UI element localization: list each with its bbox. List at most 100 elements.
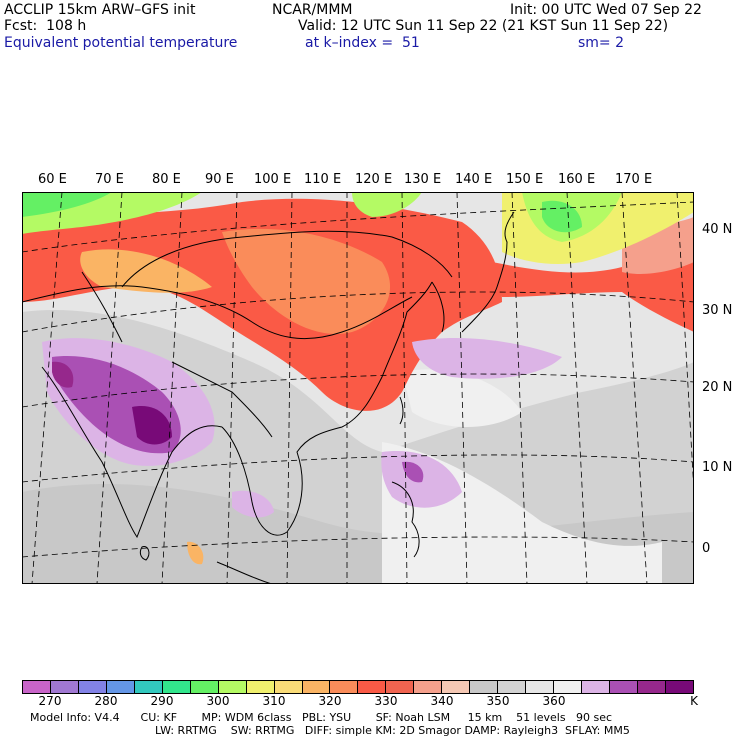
field-cool-band [352, 192, 422, 217]
meridian [31, 192, 63, 584]
meridian [621, 192, 648, 584]
japan-coast [461, 211, 515, 333]
meridian [226, 192, 238, 584]
colorbar-swatch [665, 681, 693, 693]
graticule [22, 192, 694, 584]
field-purple-region [52, 361, 74, 388]
land-borders [22, 285, 413, 340]
meridian [286, 192, 293, 584]
lon-label: 60 E [38, 172, 67, 187]
lon-label: 100 E [254, 172, 292, 187]
sri-lanka-coast [139, 545, 150, 561]
model-info: Model Info: V4.4 CU: KF MP: WDM 6class P… [30, 711, 613, 724]
colorbar-swatch [162, 681, 191, 693]
indochina-coast [221, 426, 343, 536]
land-borders [171, 361, 273, 438]
colorbar-tick-label: 360 [542, 694, 566, 708]
meridian [96, 192, 123, 584]
colorbar-swatch [106, 681, 135, 693]
colorbar-tick-label: 330 [374, 694, 398, 708]
meridian [456, 192, 468, 584]
colorbar-unit: K [690, 694, 698, 708]
colorbar-tick-label: 280 [94, 694, 118, 708]
parallel-0 [22, 536, 694, 558]
lat-label: 0 [702, 541, 711, 556]
colorbar-swatch [190, 681, 219, 693]
lon-label: 170 E [615, 172, 653, 187]
lon-label: 140 E [455, 172, 493, 187]
field-name: Equivalent potential temperature [4, 35, 238, 51]
colorbar-tick-label: 340 [430, 694, 454, 708]
colorbar [22, 680, 694, 694]
colorbar-swatch [302, 681, 331, 693]
colorbar-tick-label: 290 [150, 694, 174, 708]
colorbar-tick-label: 320 [318, 694, 342, 708]
init-time: Init: 00 UTC Wed 07 Sep 22 [510, 2, 702, 18]
coastlines [22, 211, 515, 584]
colorbar-swatch [554, 681, 583, 693]
field-warm-band [80, 249, 213, 293]
colorbar-swatch [274, 681, 303, 693]
parallel-10n [22, 454, 694, 483]
india-coast [41, 366, 223, 539]
meridian [401, 192, 408, 584]
model-title: ACCLIP 15km ARW–GFS init [4, 2, 196, 18]
colorbar-swatch [386, 681, 415, 693]
lat-label: 40 N [702, 222, 733, 237]
colorbar-swatch [610, 681, 638, 693]
colorbar-swatch [414, 681, 443, 693]
colorbar-swatch [498, 681, 527, 693]
sumatra-coast [216, 561, 273, 584]
smoothing: sm= 2 [578, 35, 625, 51]
korea-coast [431, 281, 445, 333]
lon-label: 120 E [355, 172, 393, 187]
field-light-patch [402, 369, 522, 427]
colorbar-tick-label: 310 [262, 694, 286, 708]
colorbar-swatch [526, 681, 555, 693]
level-index: at k–index = 51 [305, 35, 420, 51]
valid-time: Valid: 12 UTC Sun 11 Sep 22 (21 KST Sun … [298, 18, 669, 34]
colorbar-swatch [330, 681, 359, 693]
meridian [511, 192, 528, 584]
meridian [566, 192, 588, 584]
philippines-coast [391, 481, 420, 558]
lon-label: 110 E [304, 172, 342, 187]
colorbar-swatch [442, 681, 471, 693]
colorbar-swatch [23, 681, 51, 693]
lat-label: 10 N [702, 460, 733, 475]
organization: NCAR/MMM [272, 2, 353, 18]
colorbar-swatch [637, 681, 666, 693]
colorbar-swatch [218, 681, 247, 693]
colorbar-tick-label: 270 [38, 694, 62, 708]
lon-label: 70 E [95, 172, 124, 187]
field-purple-region [402, 461, 424, 483]
colorbar-swatch [246, 681, 275, 693]
field-warm-patch [187, 541, 204, 565]
colorbar-swatch [134, 681, 163, 693]
colorbar-tick-label: 350 [486, 694, 510, 708]
parallel-40n [22, 201, 694, 253]
taiwan-coast [399, 396, 404, 425]
field-purple-region [132, 406, 172, 445]
colorbar-swatch [50, 681, 79, 693]
field-cool-band [22, 192, 112, 217]
colorbar-tick-label: 300 [206, 694, 230, 708]
colorbar-swatch [78, 681, 107, 693]
field-purple-region [232, 490, 274, 518]
colorbar-swatch [358, 681, 387, 693]
field-warm-band [22, 198, 502, 411]
forecast-hour: Fcst: 108 h [4, 18, 87, 34]
land-borders [81, 271, 123, 343]
theta-e-map [22, 192, 694, 584]
colorbar-swatch [470, 681, 499, 693]
parallel-20n [22, 373, 694, 408]
lon-label: 130 E [404, 172, 442, 187]
lon-label: 160 E [558, 172, 596, 187]
map-frame [22, 192, 694, 584]
parallel-30n [22, 291, 694, 333]
lat-label: 20 N [702, 380, 733, 395]
colorbar-swatch [582, 681, 611, 693]
field-purple-region [412, 337, 562, 379]
lon-label: 150 E [506, 172, 544, 187]
land-borders [121, 230, 453, 288]
